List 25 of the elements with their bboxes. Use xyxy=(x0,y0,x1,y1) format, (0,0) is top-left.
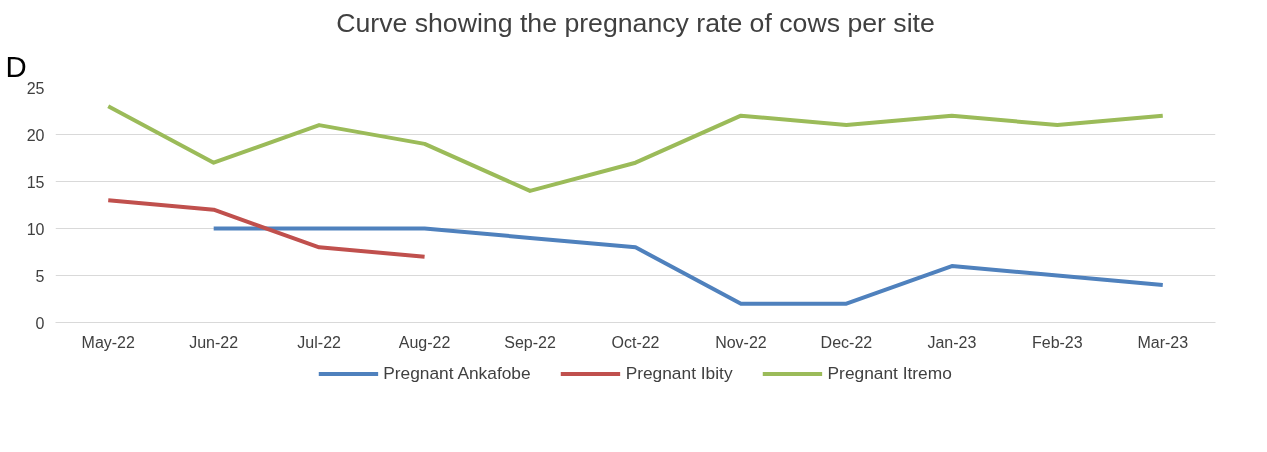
y-tick-label: 0 xyxy=(35,314,45,332)
x-tick-label: Oct-22 xyxy=(611,333,660,351)
x-tick-label: Jul-22 xyxy=(297,333,342,351)
x-tick-label: Dec-22 xyxy=(820,333,873,351)
line-series xyxy=(211,226,1165,306)
x-tick-label: Sep-22 xyxy=(504,333,556,351)
legend-label: Pregnant Ankafobe xyxy=(383,362,531,384)
text: D xyxy=(5,49,27,83)
x-tick-label: Jun-22 xyxy=(189,333,239,351)
chart-title: Curve showing the pregnancy rate of cows per site xyxy=(336,7,935,38)
x-tick-label: Jan-23 xyxy=(927,333,977,351)
x-tick-label: Feb-23 xyxy=(1031,333,1083,351)
x-tick-label: Nov-22 xyxy=(715,333,767,351)
y-tick-label: 5 xyxy=(35,267,45,285)
y-tick-label: 10 xyxy=(26,220,45,238)
legend-label: Pregnant Ibity xyxy=(625,362,733,384)
line-series xyxy=(106,198,427,259)
x-tick-label: May-22 xyxy=(81,333,135,351)
y-tick-label: 20 xyxy=(26,126,45,144)
y-tick-label: 25 xyxy=(26,79,45,97)
x-tick-label: Mar-23 xyxy=(1137,333,1189,351)
x-tick-label: Aug-22 xyxy=(398,333,451,351)
y-tick-label: 15 xyxy=(26,173,45,191)
line-series xyxy=(106,104,1165,193)
legend-label: Pregnant Itremo xyxy=(827,362,952,384)
